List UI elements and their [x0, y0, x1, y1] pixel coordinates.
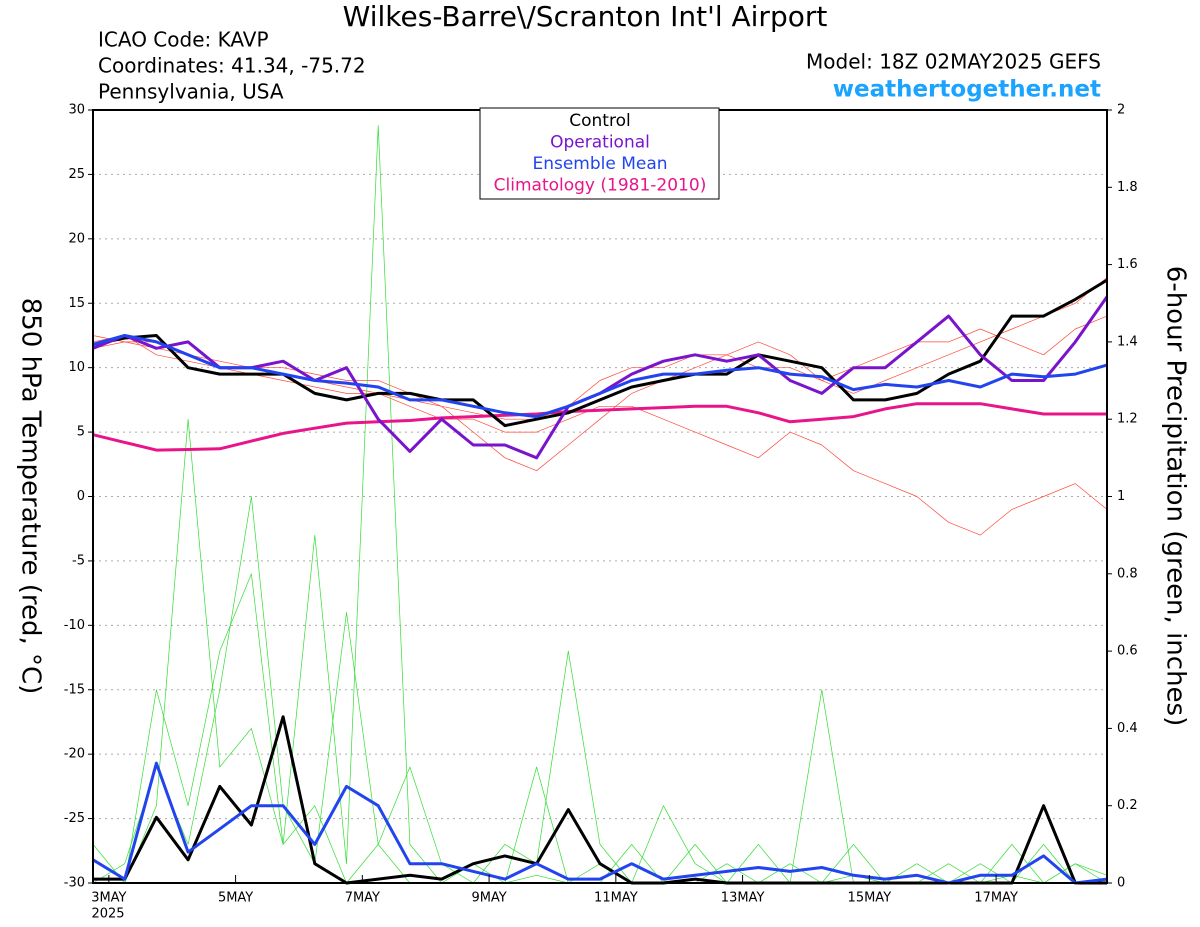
- series-line: [92, 496, 1108, 884]
- x-tick-label: 5MAY: [218, 891, 253, 906]
- y2-tick-label: 0.4: [1117, 721, 1138, 736]
- y2-tick-label: 0: [1117, 876, 1125, 891]
- x-tick-label: 13MAY: [721, 891, 765, 906]
- x-tick-label: 3MAY: [91, 891, 126, 906]
- y-axis-label: 850 hPa Temperature (red, °C): [16, 298, 46, 695]
- y2-tick-label: 1: [1117, 489, 1125, 504]
- annotation: Coordinates: 41.34, -75.72: [98, 54, 366, 78]
- legend-entry: Ensemble Mean: [532, 154, 667, 174]
- y-tick-label: 30: [68, 103, 85, 118]
- chart-title: Wilkes-Barre\/Scranton Int'l Airport: [343, 0, 828, 33]
- annotation: weathertogether.net: [833, 77, 1101, 103]
- y-tick-label: -5: [72, 553, 85, 568]
- series-line: [92, 335, 1108, 536]
- x-year-label: 2025: [91, 907, 124, 922]
- y-tick-label: 25: [68, 167, 85, 182]
- y2-tick-label: 0.2: [1117, 798, 1138, 813]
- y2-tick-label: 0.6: [1117, 644, 1138, 659]
- legend-box: [479, 107, 720, 200]
- y-tick-label: 0: [77, 489, 85, 504]
- legend-entry: Climatology (1981-2010): [494, 176, 707, 196]
- series-line: [92, 315, 1108, 420]
- series-line: [92, 125, 1108, 884]
- y2-tick-label: 1.4: [1117, 334, 1138, 349]
- y2-tick-label: 1.8: [1117, 180, 1138, 195]
- y-tick-label: 10: [68, 360, 85, 375]
- x-tick-label: 7MAY: [345, 891, 380, 906]
- x-tick-label: 17MAY: [974, 891, 1018, 906]
- annotation: ICAO Code: KAVP: [98, 28, 269, 52]
- annotation: Pennsylvania, USA: [98, 80, 284, 104]
- y-tick-label: 15: [68, 296, 85, 311]
- y-tick-label: -20: [64, 747, 85, 762]
- y-tick-label: -25: [64, 811, 85, 826]
- legend-entry: Operational: [550, 133, 650, 153]
- y-tick-label: -10: [64, 618, 85, 633]
- series-line: [93, 715, 1107, 885]
- y2-tick-label: 1.6: [1117, 257, 1138, 272]
- series-line: [92, 402, 1107, 452]
- y2-axis-label: 6-hour Precipitation (green, inches): [1161, 266, 1191, 726]
- y-tick-label: 20: [68, 231, 85, 246]
- x-tick-label: 9MAY: [471, 891, 506, 906]
- series-line: [92, 295, 1109, 460]
- y2-tick-label: 2: [1117, 103, 1125, 118]
- legend-entry: Control: [569, 111, 630, 131]
- series-line: [92, 334, 1108, 419]
- series-line: [93, 418, 1107, 884]
- y2-tick-label: 1.2: [1117, 412, 1138, 427]
- y-tick-label: -15: [64, 682, 85, 697]
- y2-tick-label: 0.8: [1117, 566, 1138, 581]
- annotation: Model: 18Z 02MAY2025 GEFS: [806, 50, 1101, 74]
- plot-area: [92, 109, 1109, 885]
- series-line: [92, 278, 1108, 428]
- y-tick-label: -30: [64, 876, 85, 891]
- y-tick-label: 5: [77, 425, 85, 440]
- x-tick-label: 15MAY: [848, 891, 892, 906]
- plot-frame: [92, 109, 1108, 884]
- series-line: [92, 761, 1108, 885]
- x-tick-label: 11MAY: [594, 891, 638, 906]
